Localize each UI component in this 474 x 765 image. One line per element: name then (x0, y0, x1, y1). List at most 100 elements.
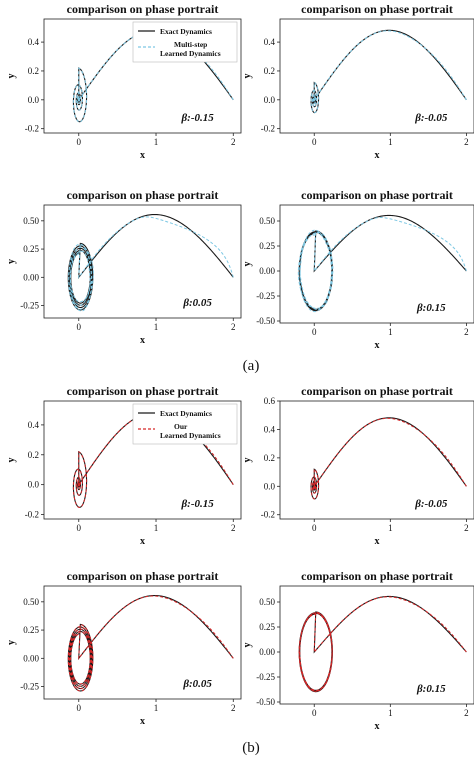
chart-title: comparison on phase portrait (67, 569, 219, 583)
y-axis-label: y (242, 74, 253, 79)
series-learned-dynamics (297, 217, 467, 313)
y-tick-label: 0.25 (23, 625, 39, 635)
x-tick-label: 2 (231, 523, 236, 533)
chart-a1: comparison on phase portrait 0 1 2 -0.2 0.0 0.… (6, 2, 242, 161)
series-learned-dynamics (67, 595, 234, 692)
x-tick-label: 1 (154, 703, 159, 713)
figure-label-b: (b) (242, 740, 260, 756)
y-tick-label: -0.50 (256, 697, 275, 707)
y-tick-label: 0.6 (264, 396, 276, 406)
x-tick-label: 0 (77, 322, 82, 332)
chart-a3: comparison on phase portrait 0 1 2 -0.25 0.00… (6, 188, 242, 346)
figure-label-a: (a) (243, 358, 260, 374)
series-exact-dynamics (67, 594, 234, 692)
series-learned-dynamics (68, 216, 234, 312)
legend-entry: Our (174, 422, 188, 431)
y-tick-label: 0.25 (259, 241, 275, 251)
chart-a4: comparison on phase portrait 0 1 2 -0.50 -0.2… (242, 188, 474, 351)
y-tick-label: 0.50 (23, 597, 39, 607)
axes-frame (43, 585, 242, 700)
x-tick-label: 1 (154, 523, 159, 533)
chart-title: comparison on phase portrait (67, 384, 219, 398)
chart-a2: comparison on phase portrait 0 1 2 -0.2 0.0 0.… (242, 2, 474, 161)
y-tick-label: 0.25 (259, 622, 275, 632)
legend-entry: Exact Dynamics (160, 27, 212, 36)
y-axis-label: y (6, 259, 17, 264)
series-exact-dynamics (298, 214, 467, 312)
x-axis-label: x (375, 340, 380, 351)
chart-b1: comparison on phase portrait 0 1 2 -0.2 0.0 0.… (6, 384, 242, 547)
chart-title: comparison on phase portrait (67, 2, 219, 16)
x-tick-label: 0 (77, 703, 82, 713)
legend-entry: Exact Dynamics (160, 409, 212, 418)
y-tick-label: -0.25 (256, 672, 275, 682)
y-tick-label: 0.00 (23, 653, 39, 663)
x-tick-label: 0 (312, 327, 317, 337)
y-tick-label: 0.0 (264, 95, 276, 105)
x-tick-label: 2 (231, 703, 236, 713)
y-tick-label: -0.25 (20, 301, 39, 311)
x-tick-label: 0 (312, 137, 317, 147)
x-tick-label: 2 (464, 327, 469, 337)
chart-title: comparison on phase portrait (301, 569, 453, 583)
x-tick-label: 2 (464, 708, 469, 718)
y-tick-label: 0.50 (259, 597, 275, 607)
beta-annotation: β:0.05 (182, 678, 212, 690)
series-learned-dynamics (72, 30, 234, 123)
legend-box (132, 403, 238, 445)
legend-entry: Learned Dynamics (160, 49, 221, 58)
y-tick-label: 0.4 (264, 424, 276, 434)
beta-annotation: β:0.15 (416, 683, 446, 695)
y-tick-label: 0.0 (28, 95, 40, 105)
x-tick-label: 2 (231, 322, 236, 332)
axes-frame (279, 18, 474, 134)
y-tick-label: -0.2 (261, 124, 275, 134)
chart-b2: comparison on phase portrait 0 1 2 -0.2 0.0 0.… (242, 384, 474, 547)
y-axis-label: y (6, 458, 17, 463)
chart-title: comparison on phase portrait (301, 188, 453, 202)
legend-box (132, 21, 238, 63)
x-axis-label: x (375, 150, 380, 161)
chart-b4: comparison on phase portrait 0 1 2 -0.50 -0.2… (242, 569, 474, 732)
legend-entry: Multi-step (174, 40, 207, 49)
y-tick-label: 0.25 (23, 244, 39, 254)
x-tick-label: 0 (77, 523, 82, 533)
chart-b3: comparison on phase portrait 0 1 2 -0.25 0.00… (6, 569, 242, 727)
beta-annotation: β:-0.05 (414, 112, 448, 124)
y-tick-label: 0.4 (28, 420, 40, 430)
beta-annotation: β:-0.15 (181, 112, 215, 124)
series-learned-dynamics (298, 596, 467, 692)
y-tick-label: 0.2 (28, 66, 39, 76)
y-tick-label: 0.50 (23, 216, 39, 226)
y-tick-label: 0.00 (23, 272, 39, 282)
chart-title: comparison on phase portrait (301, 2, 453, 16)
y-tick-label: 0.2 (28, 450, 39, 460)
legend-entry: Learned Dynamics (160, 431, 221, 440)
x-tick-label: 1 (388, 523, 393, 533)
beta-annotation: β:-0.05 (414, 498, 448, 510)
chart-title: comparison on phase portrait (301, 384, 453, 398)
y-tick-label: -0.2 (25, 124, 39, 134)
x-tick-label: 0 (77, 137, 82, 147)
x-axis-label: x (140, 716, 145, 727)
x-axis-label: x (140, 536, 145, 547)
y-tick-label: 0.2 (264, 66, 275, 76)
x-tick-label: 0 (312, 708, 317, 718)
axes-frame (43, 400, 242, 520)
axes-frame (43, 204, 242, 319)
axes-frame (43, 18, 242, 134)
x-tick-label: 2 (464, 137, 469, 147)
y-axis-label: y (6, 640, 17, 645)
y-tick-label: 0.0 (264, 481, 276, 491)
series-learned-dynamics (310, 417, 467, 500)
x-tick-label: 1 (154, 322, 159, 332)
series-exact-dynamics (298, 595, 467, 693)
x-axis-label: x (140, 150, 145, 161)
y-axis-label: y (242, 643, 253, 648)
y-tick-label: -0.25 (20, 682, 39, 692)
beta-annotation: β:0.05 (182, 297, 212, 309)
x-axis-label: x (375, 536, 380, 547)
series-learned-dynamics (310, 30, 467, 114)
series-exact-dynamics (67, 213, 234, 311)
